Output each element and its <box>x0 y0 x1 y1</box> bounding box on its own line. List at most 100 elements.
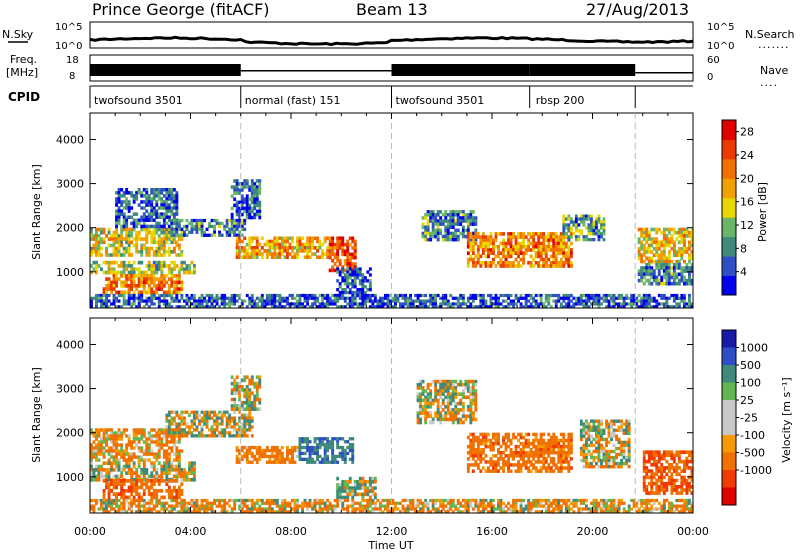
heatmap-cell <box>175 293 179 298</box>
heatmap-cell <box>283 305 287 309</box>
heatmap-cell <box>112 277 116 281</box>
heatmap-cell <box>431 225 435 229</box>
colorbar-swatch <box>722 256 736 277</box>
heatmap-cell <box>306 293 309 298</box>
heatmap-cell <box>155 227 159 232</box>
heatmap-cell <box>255 209 259 214</box>
heatmap-cell <box>479 432 483 437</box>
heatmap-cell <box>494 245 498 249</box>
heatmap-cell <box>371 302 375 306</box>
heatmap-cell <box>532 299 536 303</box>
heatmap-cell <box>527 232 531 236</box>
heatmap-cell <box>175 209 179 213</box>
heatmap-cell <box>454 411 458 415</box>
heatmap-cell <box>617 296 621 300</box>
heatmap-cell <box>298 239 302 244</box>
heatmap-cell <box>160 188 164 192</box>
heatmap-cell <box>469 414 473 418</box>
heatmap-cell <box>245 182 249 186</box>
heatmap-cell <box>145 296 149 300</box>
heatmap-cell <box>476 251 480 255</box>
heatmap-cell <box>363 299 367 303</box>
heatmap-cell <box>434 299 438 303</box>
heatmap-cell <box>273 454 277 459</box>
heatmap-cell <box>288 246 292 250</box>
heatmap-cell <box>346 270 350 274</box>
heatmap-cell <box>120 434 124 438</box>
heatmap-cell <box>489 305 493 309</box>
heatmap-cell <box>640 253 644 257</box>
heatmap-cell <box>177 221 181 226</box>
heatmap-cell <box>529 463 533 467</box>
heatmap-cell <box>125 206 129 210</box>
heatmap-cell <box>107 489 111 493</box>
heatmap-cell <box>597 214 601 218</box>
heatmap-cell <box>170 428 174 432</box>
heatmap-cell <box>177 471 181 475</box>
heatmap-cell <box>107 277 111 281</box>
heatmap-cell <box>353 262 357 266</box>
heatmap-cell <box>125 489 129 493</box>
heatmap-cell <box>444 225 448 229</box>
heatmap-cell <box>323 451 327 456</box>
heatmap-cell <box>341 270 345 274</box>
heatmap-cell <box>607 299 611 303</box>
heatmap-cell <box>662 305 666 309</box>
heatmap-cell <box>346 483 350 487</box>
heatmap-cell <box>333 302 337 306</box>
heatmap-cell <box>574 296 578 300</box>
heatmap-cell <box>471 216 475 220</box>
heatmap-cell <box>235 185 239 189</box>
heatmap-cell <box>193 224 196 229</box>
heatmap-cell <box>567 245 571 249</box>
heatmap-cell <box>95 477 98 482</box>
heatmap-cell <box>308 305 312 309</box>
heatmap-cell <box>564 460 568 464</box>
freq-segment <box>240 70 392 72</box>
heatmap-cell <box>125 458 129 462</box>
heatmap-cell <box>140 437 144 441</box>
heatmap-cell <box>205 413 209 417</box>
heatmap-cell <box>255 200 259 205</box>
heatmap-cell <box>250 249 254 253</box>
noise-trace <box>89 35 694 47</box>
heatmap-cell <box>160 489 164 493</box>
heatmap-cell <box>102 299 106 303</box>
heatmap-cell <box>318 445 322 450</box>
heatmap-cell <box>688 275 691 280</box>
heatmap-cell <box>205 293 209 298</box>
heatmap-cell <box>258 378 262 383</box>
heatmap-cell <box>479 460 483 464</box>
heatmap-cell <box>326 440 330 444</box>
heatmap-cell <box>479 451 483 455</box>
heatmap-cell <box>662 230 666 235</box>
heatmap-cell <box>479 235 483 239</box>
heatmap-cell <box>351 252 355 257</box>
heatmap-cell <box>471 389 475 393</box>
heatmap-cell <box>250 378 254 383</box>
heatmap-cell <box>557 261 561 265</box>
heatmap-cell <box>637 247 641 251</box>
heatmap-cell <box>140 293 144 298</box>
heatmap-cell <box>542 251 546 255</box>
heatmap-cell <box>125 237 129 241</box>
heatmap-cell <box>625 296 629 300</box>
heatmap-cell <box>250 296 254 300</box>
heatmap-cell <box>434 389 438 393</box>
heatmap-cell <box>504 463 508 467</box>
heatmap-cell <box>600 431 603 435</box>
heatmap-cell <box>356 276 360 280</box>
heatmap-cell <box>243 255 247 259</box>
heatmap-cell <box>587 226 591 230</box>
heatmap-cell <box>454 389 458 393</box>
heatmap-cell <box>544 451 548 455</box>
heatmap-cell <box>255 236 259 241</box>
heatmap-cell <box>248 422 252 426</box>
heatmap-cell <box>105 471 108 475</box>
heatmap-cell <box>170 446 174 450</box>
heatmap-cell <box>451 210 455 214</box>
heatmap-cell <box>223 302 227 306</box>
heatmap-cell <box>336 270 340 274</box>
cpid-segment-label: normal (fast) 151 <box>245 94 341 107</box>
heatmap-cell <box>167 188 171 192</box>
